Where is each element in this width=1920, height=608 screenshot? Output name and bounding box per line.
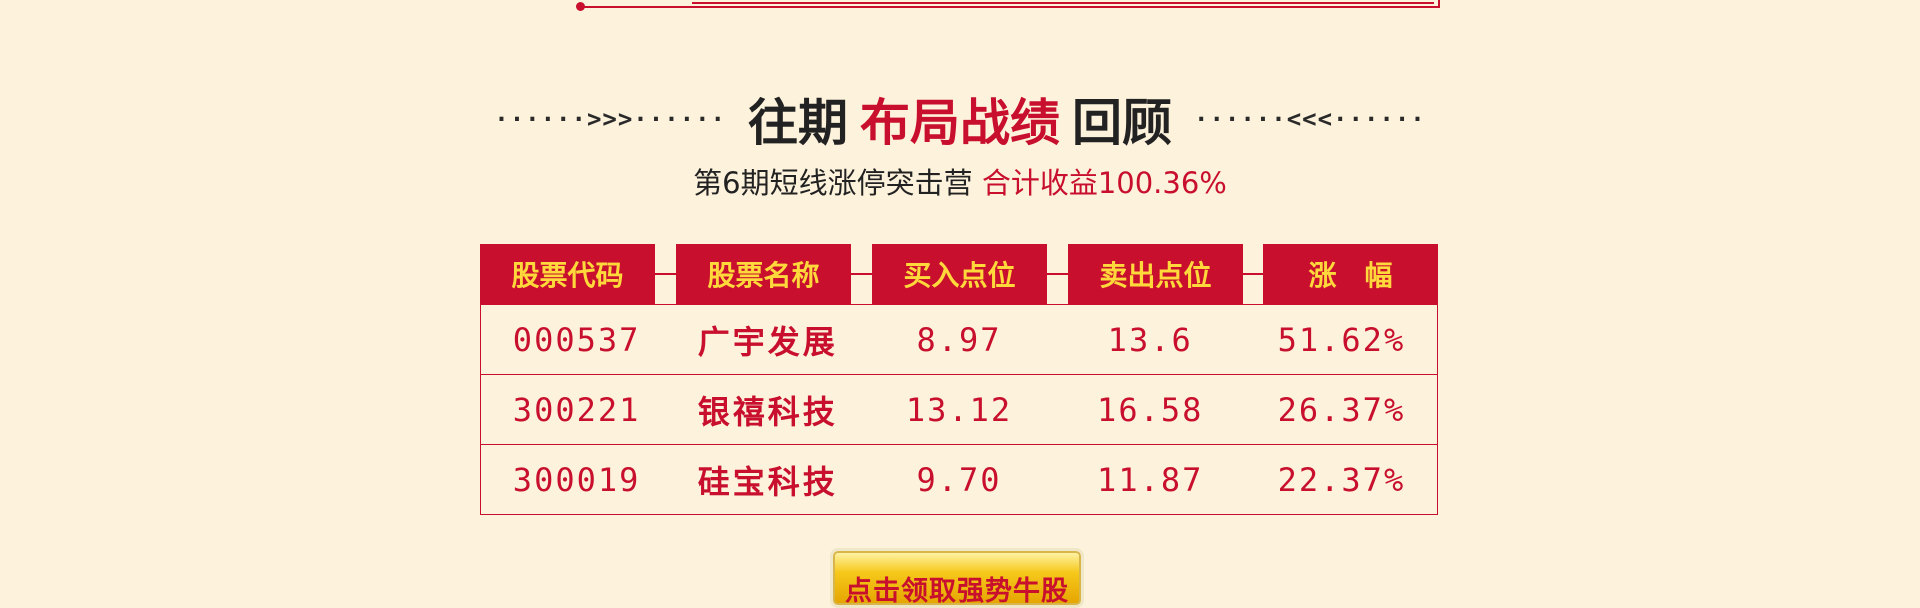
section-title: ······>>>······ 往期 布局战绩 回顾 ······<<<······ [0, 84, 1920, 154]
section-subtitle: 第6期短线涨停突击营 合计收益100.36% [0, 160, 1920, 202]
column-header-name: 股票名称 [676, 244, 851, 304]
title-part-2-highlight: 布局战绩 [860, 94, 1060, 152]
cell-stock-code: 000537 [512, 320, 641, 359]
cell-buy-price: 13.12 [905, 390, 1013, 429]
cell-stock-code: 300019 [512, 460, 641, 499]
table-row: 300221 银禧科技 13.12 16.58 26.37% [481, 375, 1437, 445]
column-header-change: 涨 幅 [1263, 244, 1438, 304]
title-part-3: 回顾 [1072, 94, 1172, 152]
cell-change-pct: 22.37% [1277, 460, 1406, 499]
cell-sell-price: 13.6 [1107, 320, 1193, 359]
title-deco-left: ······>>>······ [494, 105, 726, 133]
cell-buy-price: 9.70 [916, 460, 1002, 499]
cell-sell-price: 11.87 [1097, 460, 1204, 499]
table-body: 000537 广宇发展 8.97 13.6 51.62% 300221 银禧科技… [480, 304, 1438, 515]
performance-table: 股票代码 股票名称 买入点位 卖出点位 涨 幅 000537 广宇发展 8.97… [480, 244, 1438, 515]
title-deco-right: ······<<<······ [1194, 105, 1426, 133]
cell-change-pct: 26.37% [1277, 390, 1406, 429]
top-frame-inner-border [692, 0, 1434, 4]
cell-sell-price: 16.58 [1097, 390, 1204, 429]
cell-change-pct: 51.62% [1277, 320, 1406, 359]
subtitle-prefix: 第6期短线涨停突击营 [693, 166, 973, 200]
top-frame-dot [576, 2, 585, 11]
cell-buy-price: 8.97 [916, 320, 1002, 359]
column-header-sell: 卖出点位 [1068, 244, 1243, 304]
column-header-buy: 买入点位 [872, 244, 1047, 304]
cell-stock-code: 300221 [512, 390, 641, 429]
cell-stock-name: 硅宝科技 [697, 462, 838, 501]
cell-stock-name: 银禧科技 [697, 392, 838, 431]
table-row: 300019 硅宝科技 9.70 11.87 22.37% [481, 445, 1437, 514]
subtitle-total-return: 合计收益100.36% [981, 166, 1227, 200]
cell-stock-name: 广宇发展 [697, 322, 838, 361]
column-header-code: 股票代码 [480, 244, 655, 304]
table-row: 000537 广宇发展 8.97 13.6 51.62% [481, 305, 1437, 375]
top-frame-border [580, 0, 1440, 8]
title-part-1: 往期 [748, 94, 848, 152]
claim-stock-button[interactable]: 点击领取强势牛股 [830, 548, 1084, 608]
table-header-row: 股票代码 股票名称 买入点位 卖出点位 涨 幅 [480, 244, 1438, 304]
claim-stock-button-label: 点击领取强势牛股 [845, 576, 1069, 607]
section-heading: 往期 布局战绩 回顾 [748, 83, 1172, 155]
